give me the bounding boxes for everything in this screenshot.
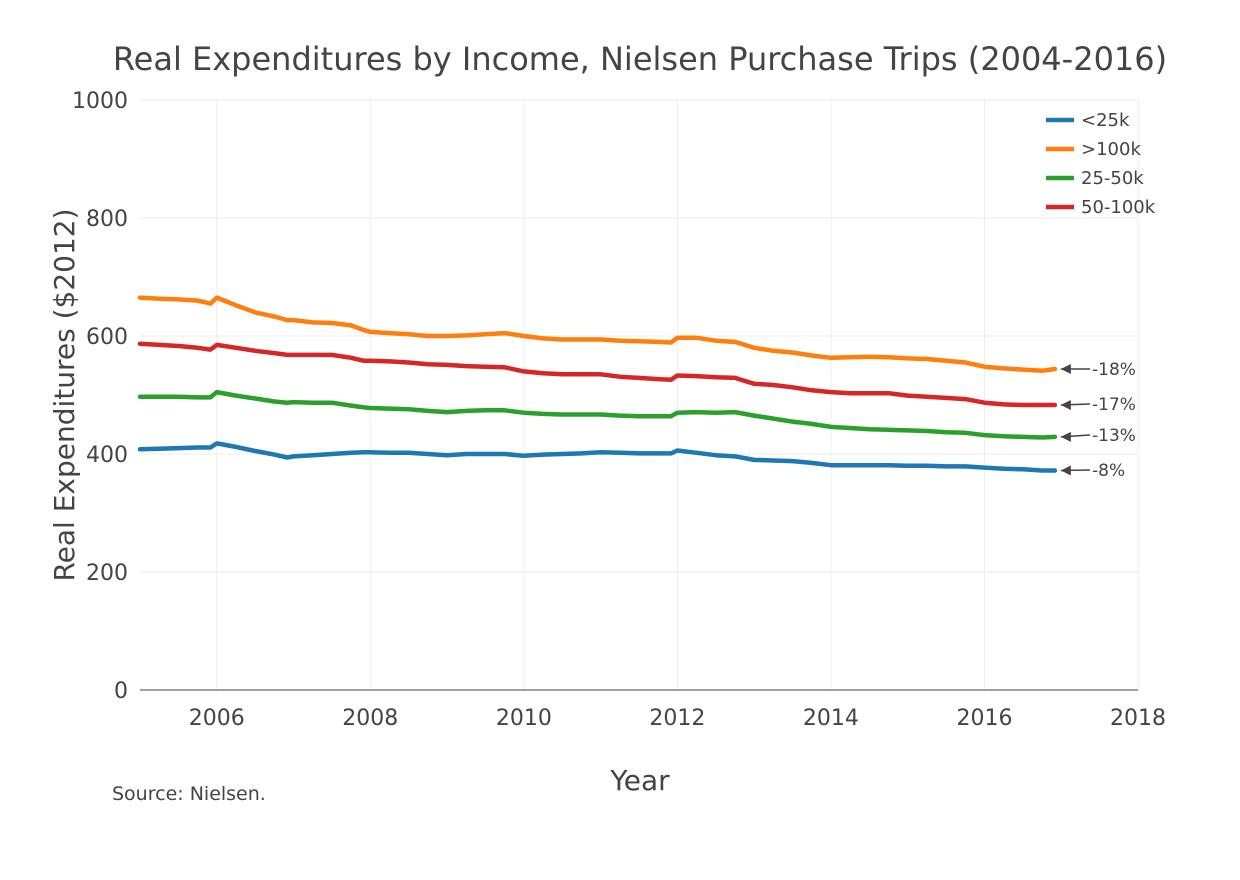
legend-label: 25-50k (1081, 168, 1144, 189)
series-line (137, 341, 1058, 408)
y-tick-label: 400 (86, 443, 128, 468)
legend-label: <25k (1081, 110, 1130, 131)
annotation-label: -13% (1092, 426, 1136, 446)
series-lines (137, 295, 1058, 473)
annotation-label: -17% (1092, 395, 1136, 415)
y-axis-title: Real Expenditures ($2012) (48, 208, 81, 581)
legend-label: >100k (1081, 139, 1141, 160)
chart-title: Real Expenditures by Income, Nielsen Pur… (113, 40, 1167, 78)
end-annotations: -18% -17% -13% -8% (1060, 360, 1136, 481)
series-line (137, 441, 1058, 473)
legend-label: 50-100k (1081, 197, 1156, 218)
annotation-arrow-head (1060, 431, 1071, 442)
y-tick-label: 600 (86, 325, 128, 350)
legend: <25k >100k 25-50k 50-100k (1046, 110, 1156, 218)
x-tick-label: 2018 (1110, 706, 1166, 731)
y-tick-label: 800 (86, 207, 128, 232)
x-tick-label: 2010 (496, 706, 552, 731)
x-tick-label: 2008 (342, 706, 398, 731)
x-tick-label: 2012 (649, 706, 705, 731)
annotation-label: -8% (1092, 461, 1125, 481)
y-tick-label: 200 (86, 561, 128, 586)
annotation-arrow-head (1060, 364, 1071, 375)
x-tick-label: 2006 (189, 706, 245, 731)
annotation-arrow-head (1060, 465, 1071, 476)
annotation-label: -18% (1092, 360, 1136, 380)
x-tick-label: 2014 (803, 706, 859, 731)
series-line (137, 389, 1058, 440)
y-tick-label: 0 (114, 679, 128, 704)
x-tick-label: 2016 (956, 706, 1012, 731)
grid-lines (140, 99, 1139, 690)
series-line (137, 295, 1058, 374)
source-note: Source: Nielsen. (112, 783, 266, 805)
x-axis-title: Year (609, 764, 670, 797)
axes: 0 200 400 600 800 1000 2006 2008 2010 2012 2014 201… (72, 89, 1166, 731)
annotation-arrow-head (1060, 400, 1071, 411)
y-tick-label: 1000 (72, 89, 128, 114)
